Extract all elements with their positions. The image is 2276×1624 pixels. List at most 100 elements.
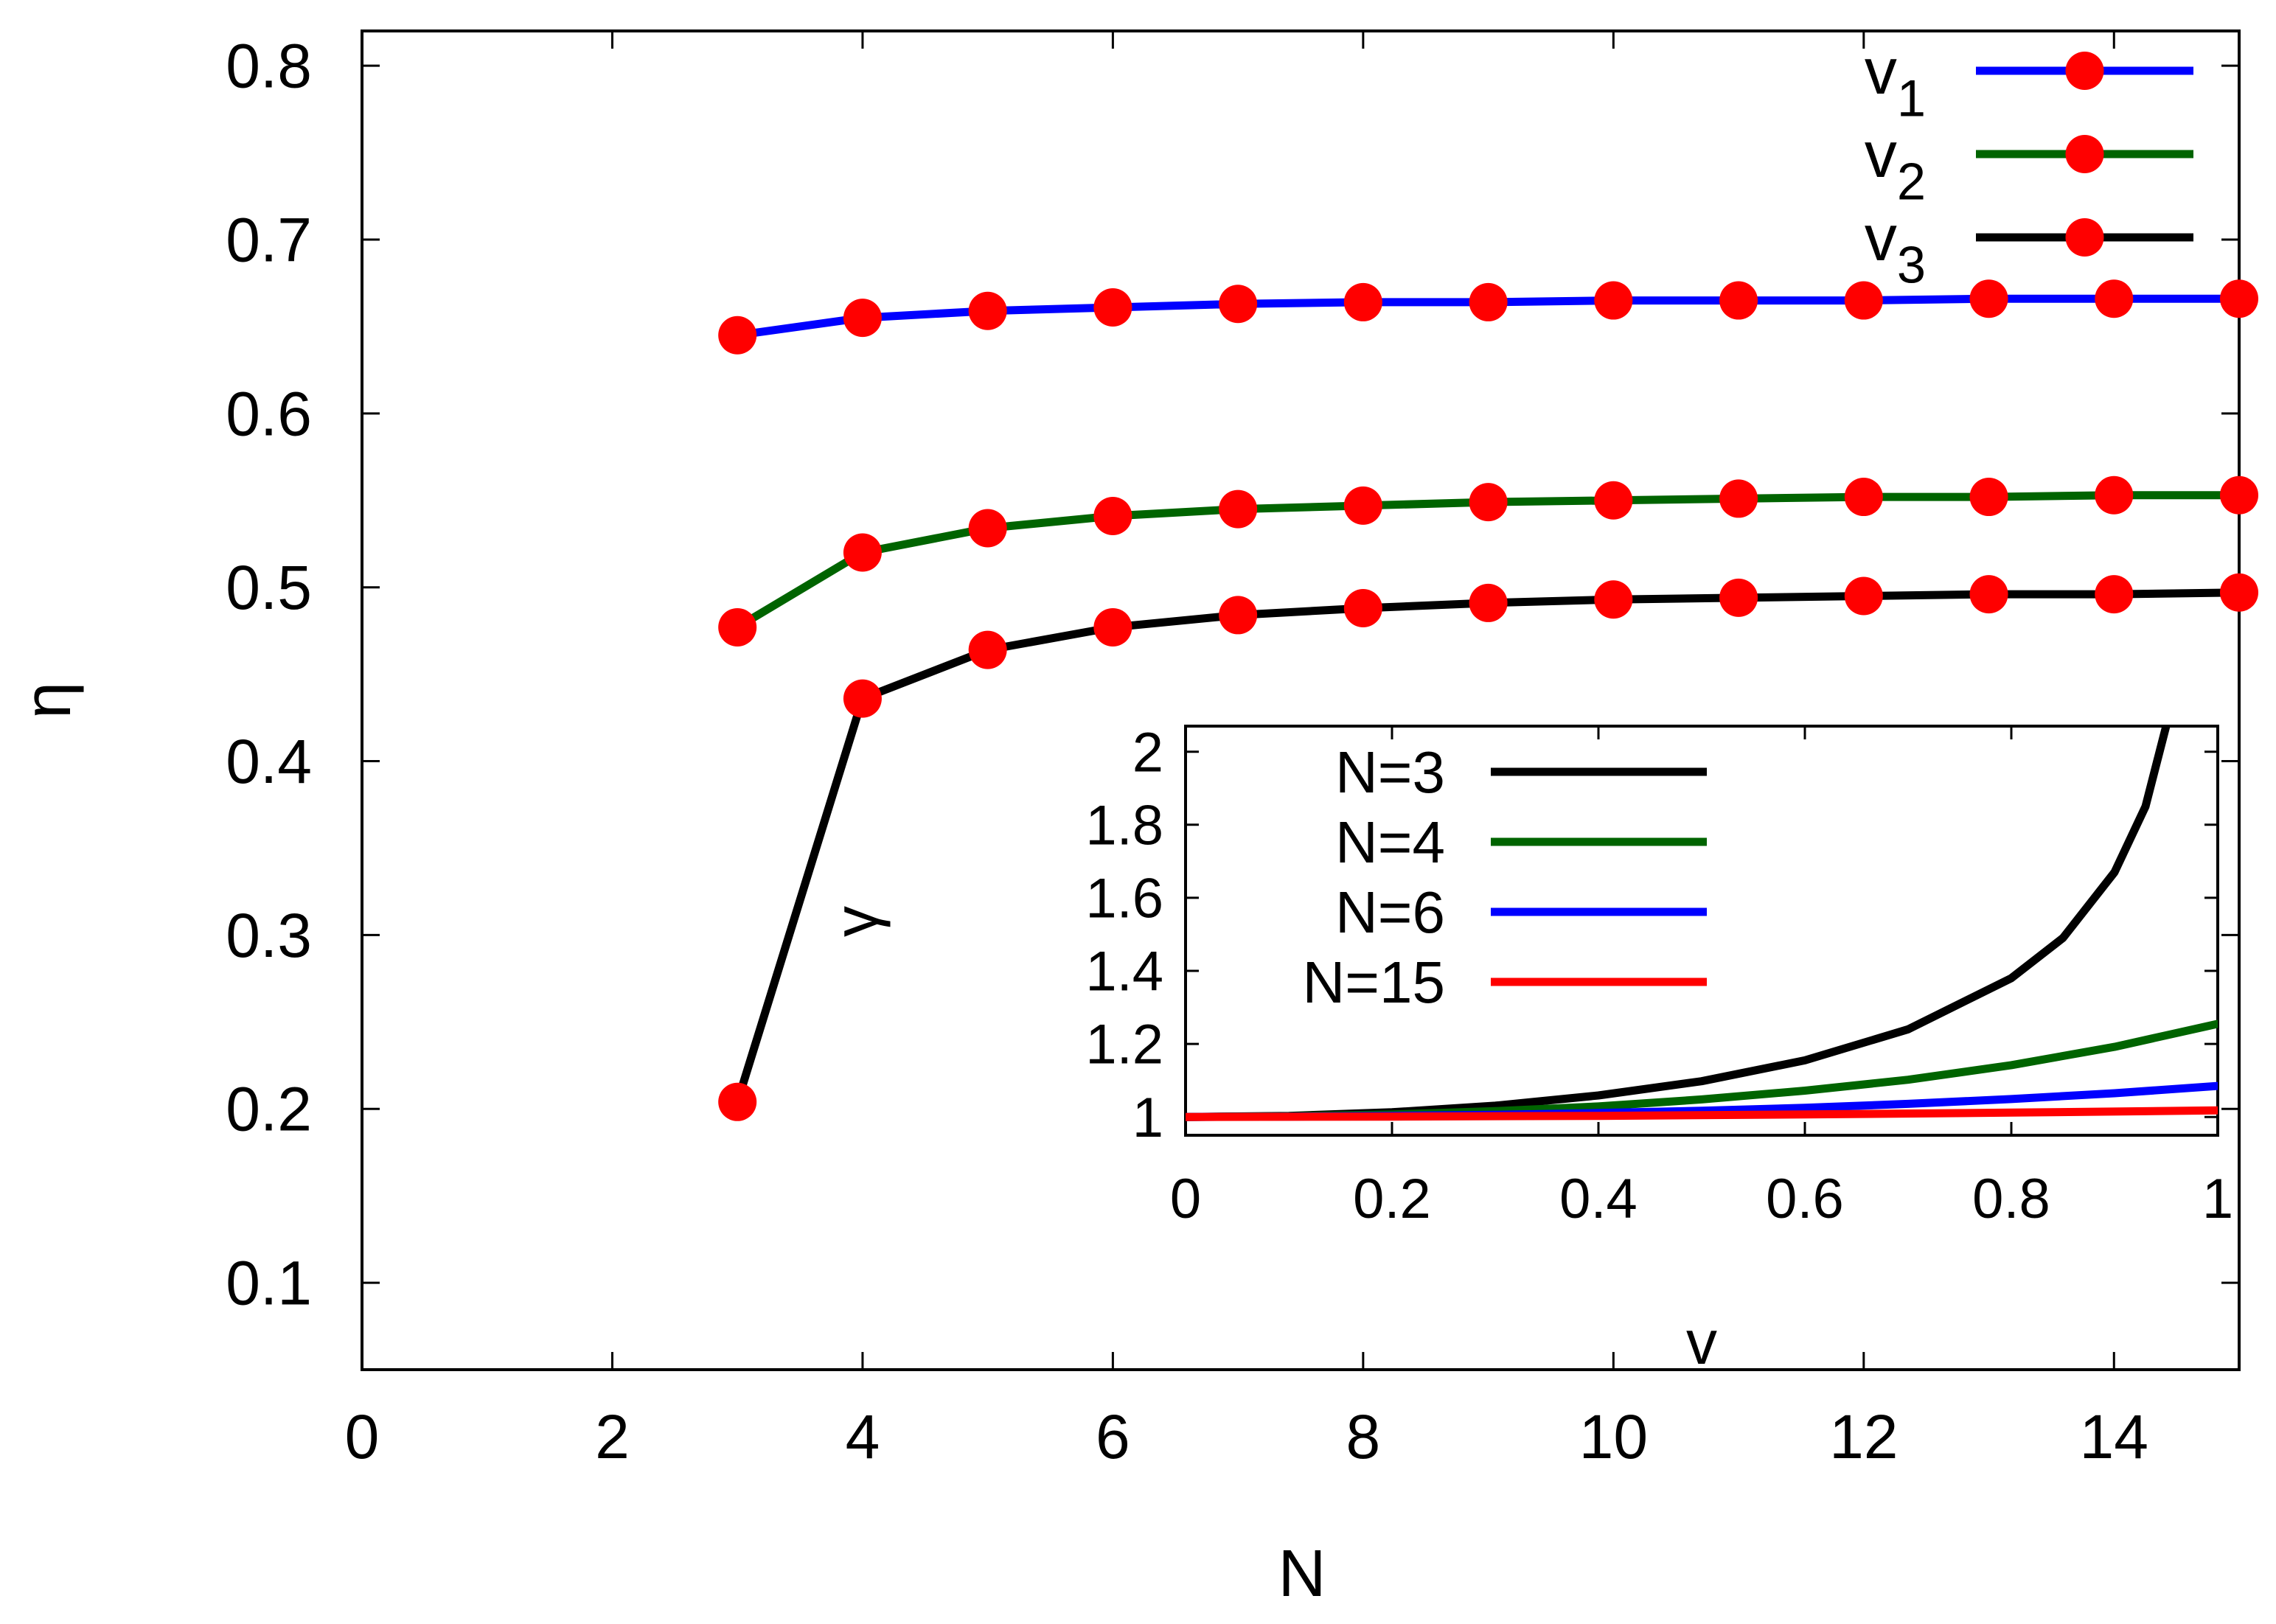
y-tick-label: 0.6 xyxy=(226,379,312,448)
x-tick-label: 4 xyxy=(846,1402,880,1471)
data-point xyxy=(1469,583,1508,622)
legend-label: v1 xyxy=(1865,35,1926,128)
data-point xyxy=(718,607,757,647)
y-tick-label: 0.4 xyxy=(226,727,312,796)
legend-entry: N=6 xyxy=(1335,879,1707,945)
inset-plot-frame xyxy=(1184,725,2219,1137)
data-point xyxy=(1594,580,1633,619)
legend-label-text: N=15 xyxy=(1303,949,1445,1015)
legend-label: N=3 xyxy=(1335,739,1445,805)
main-x-axis-label: N xyxy=(1278,1537,1326,1611)
data-point xyxy=(2095,279,2134,318)
x-tick-label: 0.2 xyxy=(1353,1168,1431,1230)
data-point xyxy=(1343,486,1382,525)
y-tick-label: 0.7 xyxy=(226,205,312,274)
y-tick-label: 1 xyxy=(1132,1087,1163,1149)
legend-label: v3 xyxy=(1865,201,1926,294)
data-point xyxy=(968,291,1007,330)
x-tick-label: 8 xyxy=(1346,1402,1381,1471)
data-point xyxy=(2220,475,2258,515)
y-tick-label: 1.8 xyxy=(1085,794,1163,857)
legend-label: N=6 xyxy=(1335,879,1445,945)
data-point xyxy=(1093,607,1132,647)
y-tick-label: 0.1 xyxy=(226,1248,312,1317)
x-tick-label: 0.8 xyxy=(1972,1168,2050,1230)
legend-entry: N=4 xyxy=(1335,809,1707,875)
data-point xyxy=(1594,281,1633,320)
data-point xyxy=(1093,497,1132,536)
legend-swatch-marker xyxy=(2065,218,2104,257)
y-tick-label: 1.4 xyxy=(1085,941,1163,1003)
x-tick-label: 1 xyxy=(2202,1168,2233,1230)
data-point xyxy=(1469,282,1508,321)
data-point xyxy=(1219,596,1258,635)
legend-label-subscript: 3 xyxy=(1897,236,1926,294)
y-tick-label: 0.3 xyxy=(226,901,312,970)
data-point xyxy=(1719,281,1758,320)
main-ticks: 0 2 4 6 8 10 12 140.10.20.30.40.50.60.70.8 xyxy=(226,31,2239,1471)
data-point xyxy=(1469,483,1508,522)
legend-entry: v2 xyxy=(1865,118,2193,211)
data-point xyxy=(1219,489,1258,529)
legend-label-text: v xyxy=(1865,35,1897,108)
legend-entry: N=15 xyxy=(1303,949,1707,1015)
series-3 xyxy=(1186,1106,2218,1121)
data-point xyxy=(1844,576,1883,616)
y-tick-label: 2 xyxy=(1132,721,1163,784)
inset-series xyxy=(1186,726,2218,1121)
data-point xyxy=(843,679,882,718)
legend-label-text: N=3 xyxy=(1335,739,1445,805)
legend-label: N=4 xyxy=(1335,809,1445,875)
x-tick-label: 14 xyxy=(2080,1402,2148,1471)
data-point xyxy=(1594,481,1633,520)
legend-entry: v3 xyxy=(1865,201,2193,294)
main-plot-frame xyxy=(361,29,2241,1371)
legend-label-text: v xyxy=(1865,201,1897,274)
inset-y-axis-label: γ xyxy=(821,906,891,937)
main-y-axis-label: η xyxy=(11,682,85,719)
x-tick-label: 0 xyxy=(345,1402,380,1471)
data-point xyxy=(968,630,1007,669)
data-point xyxy=(2220,279,2258,318)
series-line xyxy=(1186,1106,2218,1121)
inset-legend: N=3N=4N=6N=15 xyxy=(1303,739,1707,1015)
data-point xyxy=(1219,285,1258,324)
y-tick-label: 1.2 xyxy=(1085,1014,1163,1076)
legend-label-text: v xyxy=(1865,118,1897,191)
data-point xyxy=(843,533,882,572)
x-tick-label: 10 xyxy=(1579,1402,1648,1471)
legend-label: v2 xyxy=(1865,118,1926,211)
inset-x-axis-label: v xyxy=(1686,1308,1717,1377)
data-point xyxy=(718,1082,757,1121)
inset-plot: 0 0.2 0.4 0.6 0.8 111.21.41.61.82 v γ N=3N=4N… xyxy=(821,721,2233,1377)
legend-entry: N=3 xyxy=(1335,739,1707,805)
data-point xyxy=(843,299,882,338)
inset-plot-background xyxy=(1186,726,2218,1135)
legend-label-subscript: 2 xyxy=(1897,153,1926,211)
data-point xyxy=(2095,475,2134,515)
legend-label-subscript: 1 xyxy=(1897,69,1926,128)
x-tick-label: 12 xyxy=(1829,1402,1898,1471)
data-point xyxy=(1844,478,1883,517)
x-tick-label: 2 xyxy=(595,1402,630,1471)
x-tick-label: 6 xyxy=(1096,1402,1130,1471)
data-point xyxy=(1844,281,1883,320)
legend-swatch-marker xyxy=(2065,135,2104,173)
data-point xyxy=(1719,479,1758,518)
data-point xyxy=(1093,287,1132,327)
legend-label-text: N=6 xyxy=(1335,879,1445,945)
main-plot: 0 2 4 6 8 10 12 140.10.20.30.40.50.60.70.8 N η … xyxy=(11,29,2258,1611)
legend-label: N=15 xyxy=(1303,949,1445,1015)
data-point xyxy=(1969,478,2008,517)
legend-swatch-marker xyxy=(2065,52,2104,90)
data-point xyxy=(1343,282,1382,321)
data-point xyxy=(2220,573,2258,612)
x-tick-label: 0 xyxy=(1170,1168,1201,1230)
x-tick-label: 0.4 xyxy=(1559,1168,1638,1230)
data-point xyxy=(1343,589,1382,628)
data-point xyxy=(1969,575,2008,614)
data-point xyxy=(1719,578,1758,617)
y-tick-label: 0.5 xyxy=(226,553,312,622)
